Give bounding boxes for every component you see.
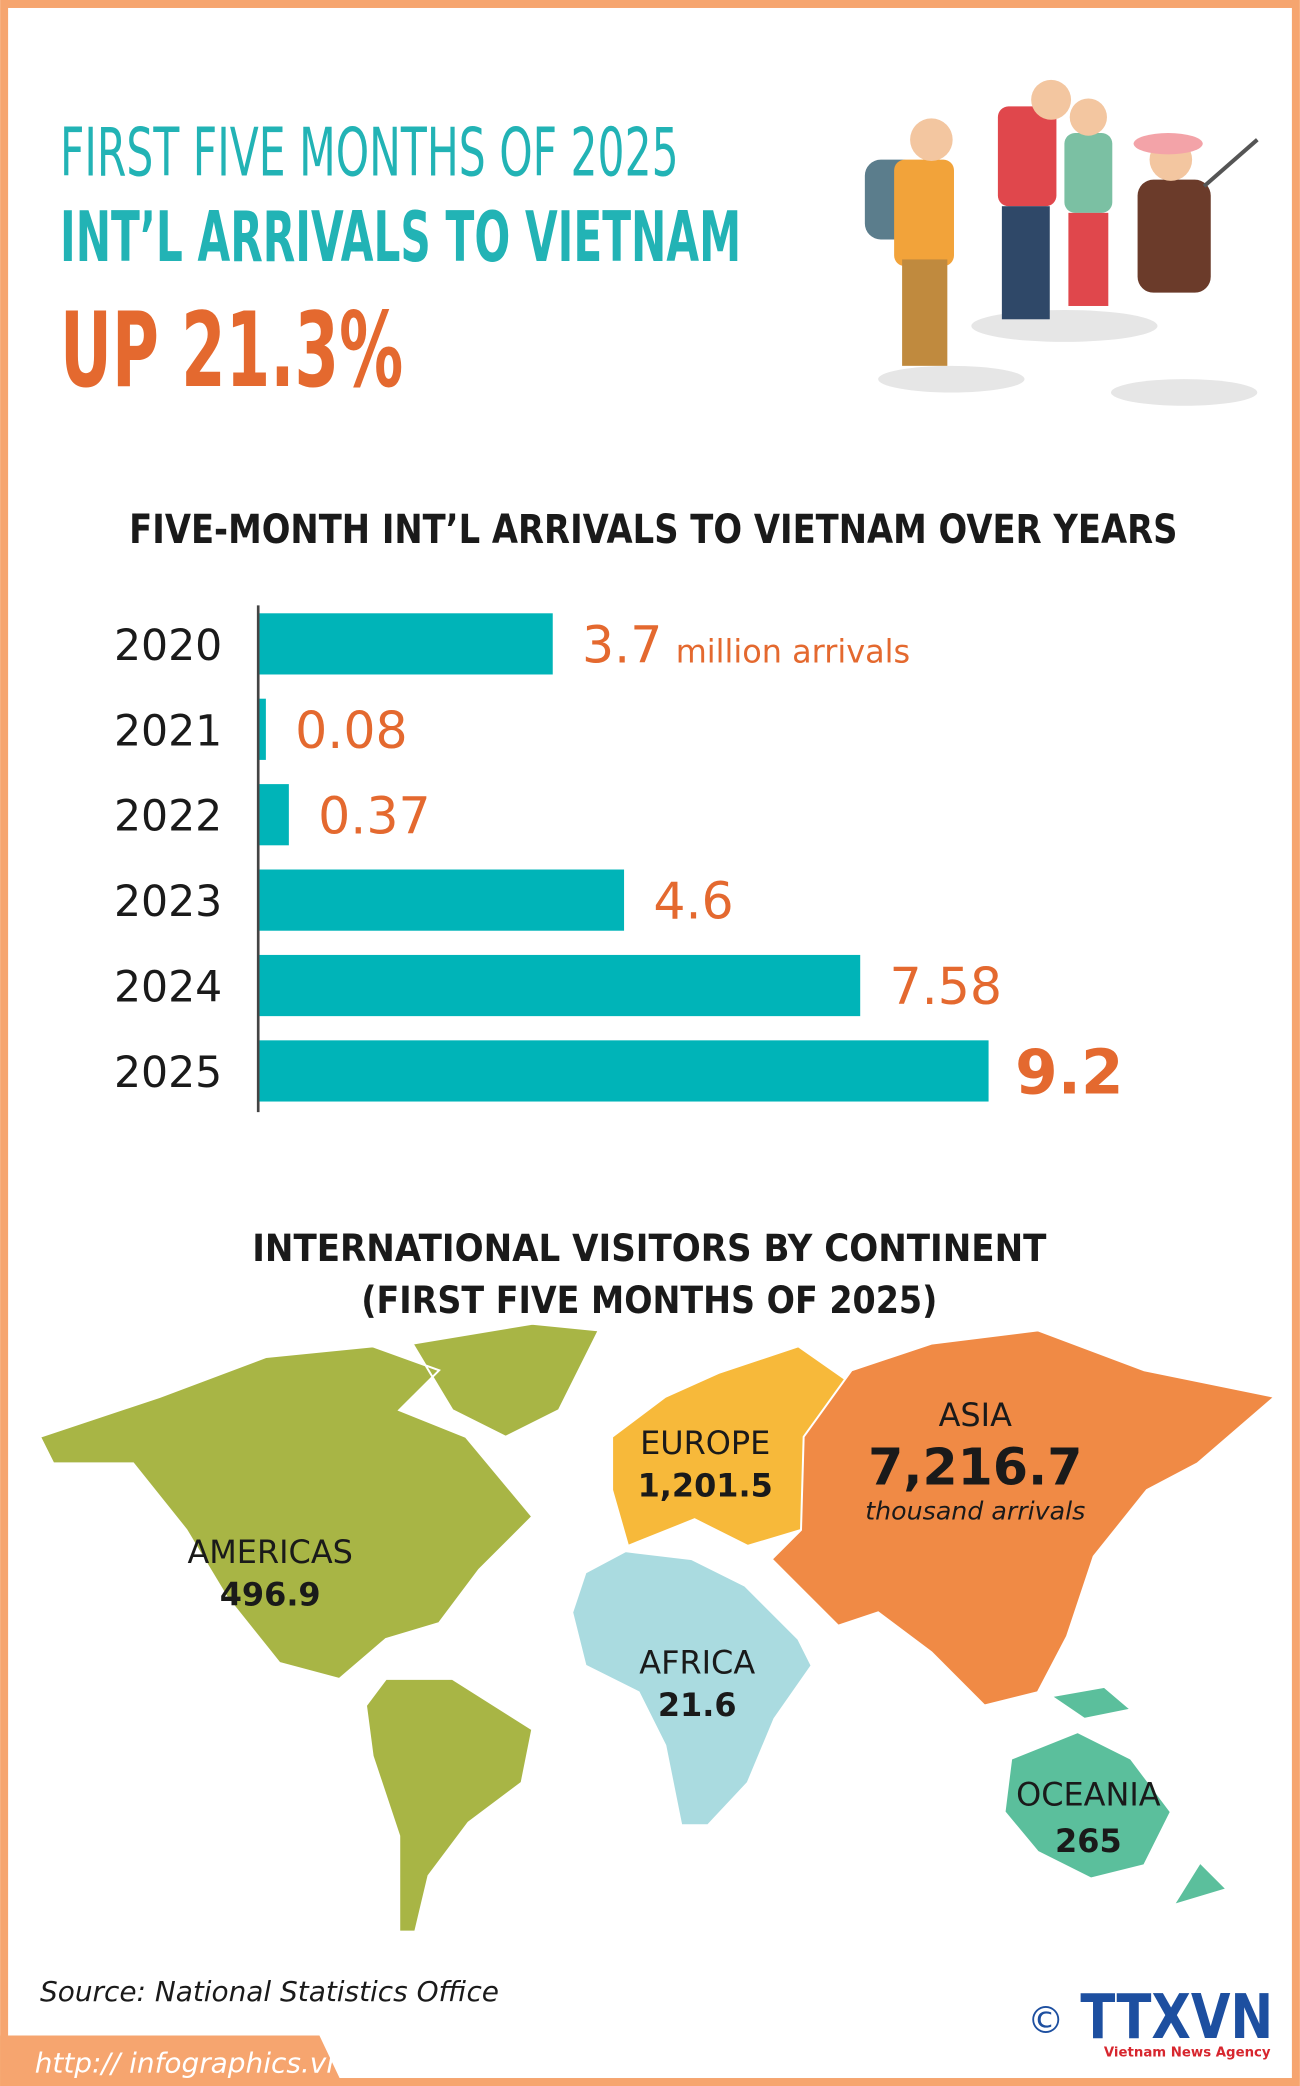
category-label: 2023 (114, 877, 222, 927)
category-label: 2022 (114, 792, 222, 842)
map-title: INTERNATIONAL VISITORS BY CONTINENT (252, 1226, 1047, 1270)
americas (38, 1322, 601, 1933)
region-value: 7,216.7 (868, 1438, 1082, 1497)
value-label: 4.6 (653, 872, 733, 931)
region-value: 496.9 (220, 1576, 321, 1614)
region-name: EUROPE (640, 1424, 770, 1462)
url-band (0, 2035, 344, 2086)
world-map (38, 1322, 1277, 1933)
header-line: FIRST FIVE MONTHS OF 2025 (60, 114, 679, 192)
unit-label: million arrivals (676, 633, 910, 671)
region-name: OCEANIA (1016, 1775, 1161, 1813)
header-highlight: UP 21.3% (60, 291, 403, 411)
map-unit: thousand arrivals (865, 1496, 1085, 1525)
bar (259, 1040, 989, 1102)
bar (259, 698, 266, 760)
value-label: 0.37 (318, 786, 431, 845)
bar (259, 954, 861, 1017)
oceania (1003, 1685, 1229, 1907)
chart-title: FIVE-MONTH INT’L ARRIVALS TO VIETNAM OVE… (129, 507, 1177, 553)
asia (770, 1329, 1277, 1707)
region-value: 265 (1055, 1822, 1122, 1860)
category-label: 2024 (114, 962, 222, 1012)
source: Source: National Statistics Office (40, 1975, 499, 2008)
logo-subtitle: Vietnam News Agency (1104, 2046, 1271, 2061)
bar (259, 613, 553, 675)
logo: TTXVN (1080, 1982, 1273, 2053)
category-label: 2020 (114, 621, 222, 671)
region-name: AFRICA (639, 1644, 755, 1682)
region-value: 21.6 (658, 1686, 737, 1724)
category-label: 2021 (114, 706, 222, 756)
bar (259, 784, 289, 846)
region-name: ASIA (939, 1396, 1012, 1434)
value-label: 0.08 (295, 701, 408, 760)
illustration (864, 79, 1259, 406)
category-label: 2025 (114, 1048, 222, 1098)
value-label: 9.2 (1015, 1038, 1123, 1109)
region-value: 1,201.5 (638, 1467, 773, 1505)
value-label: 7.58 (889, 957, 1002, 1016)
copyright: © (1027, 1998, 1064, 2042)
africa (571, 1550, 813, 1827)
bar-chart: 2020 3.7 million arrivals 2021 0.08 2022 0.37 2… (114, 613, 1124, 1109)
header-line: INT’L ARRIVALS TO VIETNAM (60, 198, 741, 278)
region-name: AMERICAS (187, 1533, 352, 1571)
url: http:// infographics.vn (35, 2047, 344, 2080)
bar (259, 869, 625, 931)
value-label: 3.7 (582, 616, 662, 675)
map-title: (FIRST FIVE MONTHS OF 2025) (361, 1278, 937, 1322)
map-labels: AMERICAS 496.9 EUROPE 1,201.5 ASIA 7,216… (187, 1396, 1160, 1860)
